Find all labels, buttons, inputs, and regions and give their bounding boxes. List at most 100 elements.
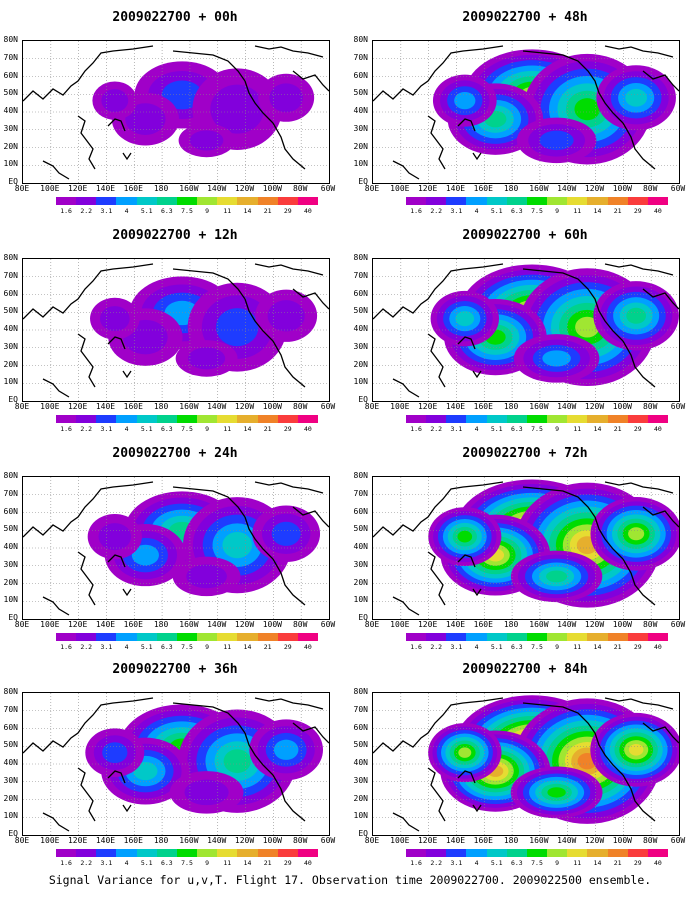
colorbar-label: 2.2 — [430, 207, 442, 215]
colorbar-swatch — [628, 415, 648, 423]
colorbar-label: 5.1 — [141, 207, 153, 215]
longitude-label: 60W — [321, 402, 335, 411]
variance-contour — [542, 350, 571, 366]
colorbar — [406, 197, 668, 205]
map-canvas — [23, 259, 329, 401]
variance-map — [22, 258, 330, 402]
longitude-label: 80W — [293, 620, 307, 629]
colorbar-swatch — [197, 415, 217, 423]
colorbar-swatch — [628, 633, 648, 641]
colorbar-swatch — [547, 415, 567, 423]
map-canvas — [23, 477, 329, 619]
longitude-label: 160W — [529, 620, 548, 629]
colorbar-swatch — [426, 849, 446, 857]
variance-contour — [269, 83, 303, 112]
longitude-label: 140W — [207, 836, 226, 845]
colorbar-label: 6.3 — [161, 425, 173, 433]
latitude-label: 20N — [342, 578, 368, 587]
latitude-label: 60N — [0, 71, 18, 80]
colorbar-swatch — [217, 849, 237, 857]
latitude-label: 80N — [0, 253, 18, 262]
latitude-label: 40N — [342, 542, 368, 551]
latitude-label: 70N — [342, 271, 368, 280]
coastline — [123, 153, 131, 159]
colorbar-swatch — [466, 415, 486, 423]
colorbar-swatch — [76, 849, 96, 857]
longitude-label: 60W — [321, 184, 335, 193]
longitude-label: 80W — [643, 402, 657, 411]
variance-contour — [457, 531, 472, 543]
colorbar-label: 21 — [614, 207, 622, 215]
variance-contour — [272, 522, 301, 546]
variance-contour — [547, 787, 565, 797]
coastline — [473, 153, 481, 159]
colorbar-label: 7.5 — [181, 425, 193, 433]
longitude-label: 120W — [235, 184, 254, 193]
variance-contour — [102, 742, 127, 763]
colorbar-label: 29 — [634, 207, 642, 215]
latitude-label: 30N — [0, 560, 18, 569]
longitude-label: 80W — [643, 620, 657, 629]
colorbar-label: 21 — [264, 859, 272, 867]
latitude-label: 80N — [0, 471, 18, 480]
longitude-label: 100E — [40, 836, 59, 845]
panel-title: 2009022700 + 48h — [462, 10, 587, 25]
colorbar-label: 11 — [573, 643, 581, 651]
colorbar-label: 1.6 — [410, 207, 422, 215]
latitude-label: 80N — [342, 253, 368, 262]
colorbar-swatch — [258, 415, 278, 423]
longitude-label: 80W — [293, 402, 307, 411]
colorbar-label: 40 — [654, 859, 662, 867]
colorbar-label: 2.2 — [430, 425, 442, 433]
coastline — [393, 161, 419, 179]
coastline — [255, 264, 323, 275]
latitude-label: 60N — [0, 507, 18, 516]
longitude-label: 120E — [418, 836, 437, 845]
coastline — [393, 597, 419, 615]
latitude-label: 30N — [0, 776, 18, 785]
longitude-label: 120W — [585, 184, 604, 193]
variance-contour — [628, 527, 644, 540]
colorbar-swatch — [446, 415, 466, 423]
colorbar-label: 6.3 — [511, 643, 523, 651]
longitude-label: 160W — [179, 620, 198, 629]
colorbar-swatch — [527, 197, 547, 205]
map-canvas — [373, 477, 679, 619]
colorbar-swatch — [466, 633, 486, 641]
colorbar-label: 6.3 — [161, 859, 173, 867]
longitude-label: 80E — [365, 836, 379, 845]
latitude-label: 60N — [342, 723, 368, 732]
latitude-label: 70N — [0, 53, 18, 62]
colorbar-swatch — [137, 849, 157, 857]
colorbar-label: 29 — [284, 859, 292, 867]
colorbar-label: 11 — [573, 207, 581, 215]
colorbar-swatch — [547, 849, 567, 857]
colorbar-swatch — [628, 197, 648, 205]
panel-title: 2009022700 + 84h — [462, 662, 587, 677]
colorbar-swatch — [298, 197, 318, 205]
colorbar-label: 1.6 — [60, 643, 72, 651]
latitude-label: 80N — [342, 35, 368, 44]
map-canvas — [23, 41, 329, 183]
colorbar-swatch — [217, 415, 237, 423]
coastline — [78, 116, 95, 169]
coastline — [605, 46, 673, 57]
latitude-label: 20N — [342, 794, 368, 803]
colorbar-label: 9 — [555, 643, 559, 651]
colorbar-swatch — [258, 849, 278, 857]
colorbar-label: 40 — [304, 643, 312, 651]
longitude-label: 80W — [293, 836, 307, 845]
colorbar-label: 1.6 — [60, 859, 72, 867]
coastline — [393, 813, 419, 831]
latitude-label: 80N — [0, 687, 18, 696]
longitude-label: 160E — [124, 836, 143, 845]
colorbar-swatch — [587, 197, 607, 205]
colorbar-swatch — [547, 197, 567, 205]
colorbar — [56, 633, 318, 641]
colorbar-swatch — [527, 633, 547, 641]
colorbar-label: 11 — [223, 859, 231, 867]
longitude-label: 180 — [504, 184, 518, 193]
colorbar-swatch — [56, 633, 76, 641]
colorbar-label: 40 — [304, 859, 312, 867]
longitude-label: 140E — [446, 184, 465, 193]
